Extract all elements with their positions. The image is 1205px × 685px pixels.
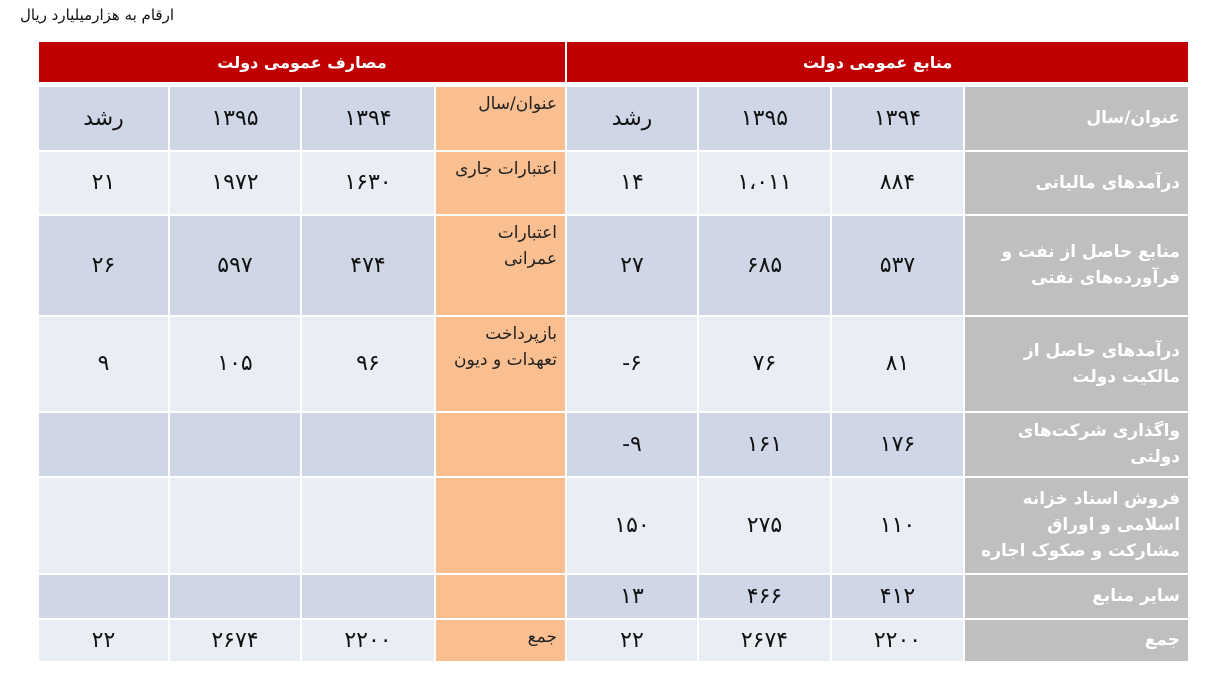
cell-res-1395: ۱۶۱ [697,410,832,478]
cell-exp-1395 [168,410,302,478]
cell-exp-1394: ۴۷۴ [300,213,436,317]
cell-res-1394: ۸۸۴ [830,149,965,216]
cell-res-1395: ۲۶۷۴ [697,617,832,663]
cell-exp-1394 [300,572,436,620]
cell-res-label: سایر منابع [962,572,1191,620]
table-row: ۲۶ ۵۹۷ ۴۷۴ اعتبارات عمرانی ۲۷ ۶۸۵ ۵۳۷ منابع حاص… [37,213,1191,317]
cell-exp-label: بازپرداخت تعهدات و دیون [434,314,567,413]
cell-res-growth: -۹ [565,410,699,478]
cell-exp-label [434,572,567,620]
table-row: ۱۳ ۴۶۶ ۴۱۲ سایر منابع [37,572,1191,620]
cell-exp-1394: ۹۶ [300,314,436,413]
cell-res-1394: ۲۲۰۰ [830,617,965,663]
cell-exp-growth [37,475,170,575]
cell-exp-growth: ۲۲ [37,617,170,663]
cell-exp-1395: ۲۶۷۴ [168,617,302,663]
expenses-header: مصارف عمومی دولت [37,40,567,87]
cell-exp-label [434,410,567,478]
cell-res-1394: ۱۳۹۴ [830,83,965,152]
table-row: ۲۲ ۲۶۷۴ ۲۲۰۰ جمع ۲۲ ۲۶۷۴ ۲۲۰۰ جمع [37,617,1191,663]
cell-exp-1394 [300,475,436,575]
cell-res-growth: ۱۴ [565,149,699,216]
cell-res-growth: ۱۵۰ [565,475,699,575]
cell-exp-1394: ۱۳۹۴ [300,83,436,152]
cell-res-label: واگذاری شرکت‌های دولتی [962,410,1191,478]
resources-header: منابع عمومی دولت [564,40,1191,87]
cell-res-1395: ۱،۰۱۱ [697,149,832,216]
cell-exp-growth: ۲۶ [37,213,170,317]
cell-exp-label: جمع [434,617,567,663]
cell-exp-1394: ۱۶۳۰ [300,149,436,216]
table-header-row: رشد ۱۳۹۵ ۱۳۹۴ عنوان/سال رشد ۱۳۹۵ ۱۳۹۴ عنوان/سال [37,83,1191,152]
budget-table: مصارف عمومی دولت منابع عمومی دولت رشد ۱۳۹… [37,40,1191,663]
table-row: ۹ ۱۰۵ ۹۶ بازپرداخت تعهدات و دیون -۶ ۷۶ ۸۱ درآمد… [37,314,1191,413]
cell-exp-1395: ۱۹۷۲ [168,149,302,216]
cell-res-label: جمع [962,617,1191,663]
cell-res-growth: رشد [565,83,699,152]
cell-res-label: عنوان/سال [962,83,1191,152]
cell-exp-1394: ۲۲۰۰ [300,617,436,663]
cell-res-1395: ۷۶ [697,314,832,413]
table-row: -۹ ۱۶۱ ۱۷۶ واگذاری شرکت‌های دولتی [37,410,1191,478]
cell-res-1394: ۵۳۷ [830,213,965,317]
cell-res-1395: ۱۳۹۵ [697,83,832,152]
cell-res-growth: -۶ [565,314,699,413]
cell-exp-growth [37,410,170,478]
cell-exp-1395: ۱۳۹۵ [168,83,302,152]
cell-res-1394: ۸۱ [830,314,965,413]
cell-exp-growth [37,572,170,620]
cell-res-growth: ۱۳ [565,572,699,620]
cell-exp-growth: ۹ [37,314,170,413]
table-row: ۱۵۰ ۲۷۵ ۱۱۰ فروش اسناد خزانه اسلامی و اوراق… [37,475,1191,575]
cell-res-1394: ۴۱۲ [830,572,965,620]
cell-exp-growth: رشد [37,83,170,152]
cell-res-growth: ۲۲ [565,617,699,663]
cell-exp-label: عنوان/سال [434,83,567,152]
cell-exp-growth: ۲۱ [37,149,170,216]
cell-exp-1395: ۵۹۷ [168,213,302,317]
table-row: ۲۱ ۱۹۷۲ ۱۶۳۰ اعتبارات جاری ۱۴ ۱،۰۱۱ ۸۸۴ درآمدها… [37,149,1191,216]
cell-res-1394: ۱۱۰ [830,475,965,575]
cell-res-1395: ۲۷۵ [697,475,832,575]
cell-exp-1394 [300,410,436,478]
cell-exp-1395 [168,572,302,620]
units-note: ارقام به هزارمیلیارد ریال [20,6,174,24]
cell-res-growth: ۲۷ [565,213,699,317]
cell-exp-label [434,475,567,575]
cell-exp-1395: ۱۰۵ [168,314,302,413]
cell-res-label: فروش اسناد خزانه اسلامی و اوراق مشارکت و… [962,475,1191,575]
cell-exp-label: اعتبارات عمرانی [434,213,567,317]
cell-res-label: درآمدهای مالیاتی [962,149,1191,216]
cell-exp-1395 [168,475,302,575]
cell-exp-label: اعتبارات جاری [434,149,567,216]
cell-res-1395: ۶۸۵ [697,213,832,317]
cell-res-label: منابع حاصل از نفت و فرآورده‌های نفتی [962,213,1191,317]
cell-res-1395: ۴۶۶ [697,572,832,620]
cell-res-1394: ۱۷۶ [830,410,965,478]
cell-res-label: درآمدهای حاصل از مالکیت دولت [962,314,1191,413]
